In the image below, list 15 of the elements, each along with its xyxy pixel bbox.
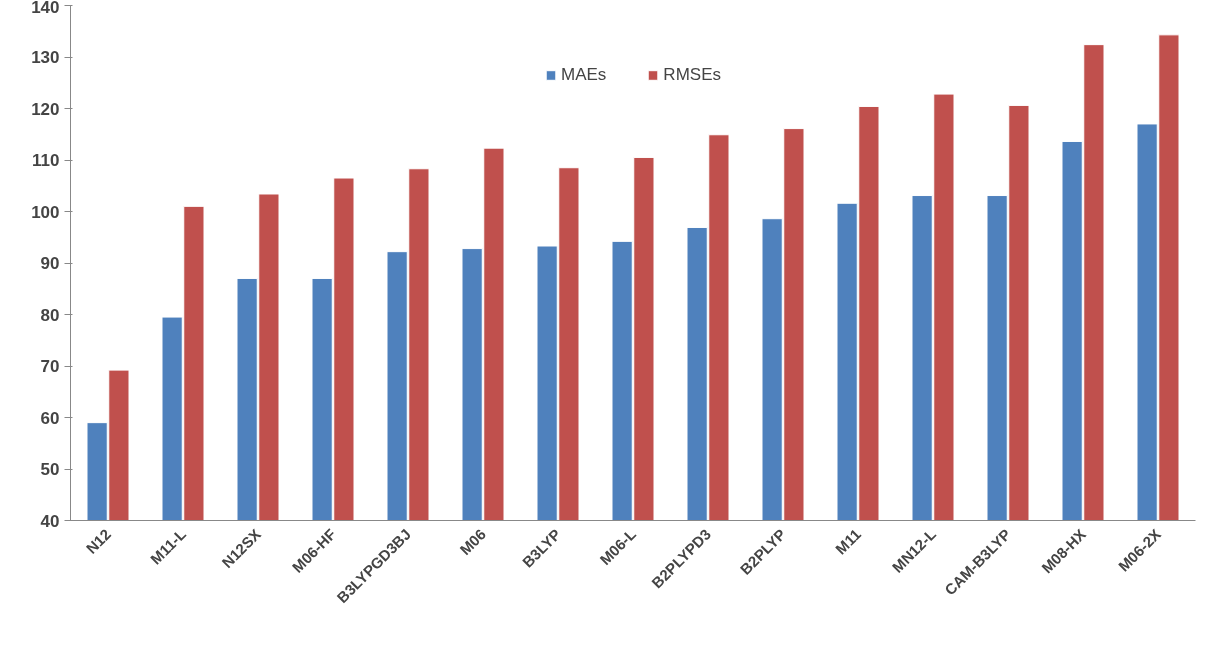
y-tick-label: 120 [31, 99, 60, 119]
x-tick-label: N12 [82, 525, 115, 557]
y-tick-label: 110 [32, 151, 60, 170]
legend-label: RMSEs [663, 65, 721, 85]
legend-label: MAEs [561, 65, 607, 85]
y-tick-label: 70 [40, 357, 60, 376]
y-tick-label: 50 [40, 460, 60, 479]
y-tick-label: 60 [40, 408, 60, 428]
y-tick-label: 40 [40, 511, 60, 531]
y-tick-label: 100 [31, 202, 60, 222]
y-tick-label: 140 [31, 0, 60, 17]
y-tick-label: 130 [31, 48, 60, 67]
x-tick-label: M11 [831, 525, 865, 558]
y-tick-label: 90 [40, 254, 60, 273]
y-tick-label: 80 [40, 305, 60, 325]
